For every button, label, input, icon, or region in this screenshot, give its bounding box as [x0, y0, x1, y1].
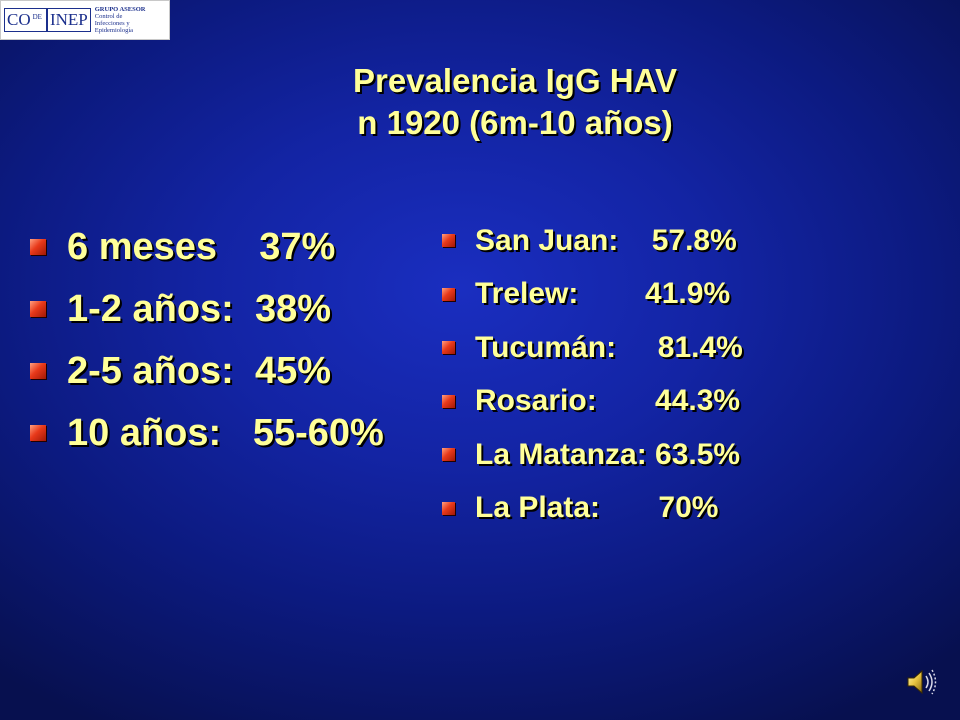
- city-text: La Matanza: 63.5%: [475, 437, 741, 471]
- square-bullet-icon: [442, 341, 455, 355]
- logo-caption-line: GRUPO ASESOR: [94, 6, 146, 13]
- square-bullet-icon: [30, 425, 46, 441]
- logo-mark: CO DE INEP: [4, 8, 91, 32]
- city-text: San Juan: 57.8%: [475, 223, 737, 257]
- speaker-icon[interactable]: [904, 664, 940, 700]
- city-item: La Matanza: 63.5%: [442, 428, 743, 482]
- codeinep-logo: CO DE INEP GRUPO ASESOR Control de Infec…: [0, 0, 170, 40]
- logo-co-text: CO: [7, 10, 31, 29]
- city-text: Trelew: 41.9%: [475, 277, 731, 311]
- city-item: Rosario: 44.3%: [442, 375, 743, 429]
- city-text: Tucumán: 81.4%: [475, 330, 743, 364]
- logo-caption: GRUPO ASESOR Control de Infecciones y Ep…: [95, 6, 146, 34]
- square-bullet-icon: [442, 394, 455, 408]
- city-item: Trelew: 41.9%: [442, 268, 743, 322]
- title-line-2: n 1920 (6m-10 años): [357, 104, 673, 141]
- city-item: Tucumán: 81.4%: [442, 321, 743, 375]
- logo-caption-line: Infecciones y: [94, 20, 130, 27]
- city-text: La Plata: 70%: [475, 491, 719, 525]
- logo-caption-line: Control de: [94, 13, 123, 20]
- city-text: Rosario: 44.3%: [475, 384, 741, 418]
- logo-co: CO DE: [4, 8, 47, 32]
- age-group-item: 2-5 años: 45%: [30, 340, 384, 402]
- age-group-list: 6 meses 37% 1-2 años: 38% 2-5 años: 45% …: [30, 216, 384, 464]
- city-item: San Juan: 57.8%: [442, 214, 743, 268]
- square-bullet-icon: [30, 363, 46, 379]
- logo-inep-text: INEP: [49, 10, 88, 29]
- slide-title: Prevalencia IgG HAV n 1920 (6m-10 años): [200, 60, 830, 144]
- age-group-text: 2-5 años: 45%: [67, 349, 331, 392]
- age-group-item: 10 años: 55-60%: [30, 402, 384, 464]
- age-group-item: 1-2 años: 38%: [30, 278, 384, 340]
- title-line-1: Prevalencia IgG HAV: [352, 62, 678, 99]
- square-bullet-icon: [30, 239, 46, 255]
- square-bullet-icon: [442, 448, 455, 462]
- square-bullet-icon: [442, 234, 455, 248]
- square-bullet-icon: [442, 287, 455, 301]
- age-group-text: 10 años: 55-60%: [67, 411, 384, 454]
- age-group-text: 1-2 años: 38%: [67, 287, 331, 330]
- age-group-text: 6 meses 37%: [67, 225, 336, 268]
- logo-caption-line: Epidemiología: [94, 27, 134, 34]
- age-group-item: 6 meses 37%: [30, 216, 384, 278]
- city-item: La Plata: 70%: [442, 482, 743, 536]
- logo-inep: INEP: [46, 8, 91, 32]
- square-bullet-icon: [30, 301, 46, 317]
- city-list: San Juan: 57.8% Trelew: 41.9% Tucumán: 8…: [442, 214, 743, 535]
- logo-de-text: DE: [32, 13, 42, 21]
- square-bullet-icon: [442, 501, 455, 515]
